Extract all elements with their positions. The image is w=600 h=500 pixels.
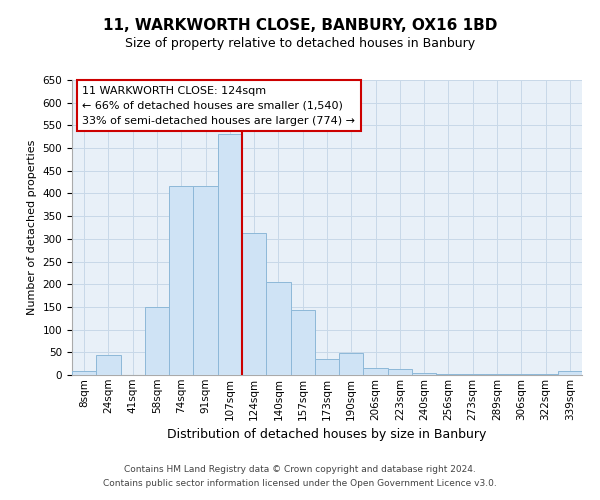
Bar: [145, 307, 169, 375]
Y-axis label: Number of detached properties: Number of detached properties: [27, 140, 37, 315]
Bar: [169, 186, 193, 375]
Bar: [509, 374, 533, 375]
Text: 11, WARKWORTH CLOSE, BANBURY, OX16 1BD: 11, WARKWORTH CLOSE, BANBURY, OX16 1BD: [103, 18, 497, 32]
Bar: [461, 374, 485, 375]
Bar: [436, 374, 461, 375]
Bar: [290, 310, 315, 375]
Text: 11 WARKWORTH CLOSE: 124sqm
← 66% of detached houses are smaller (1,540)
33% of s: 11 WARKWORTH CLOSE: 124sqm ← 66% of deta…: [82, 86, 355, 126]
Bar: [315, 359, 339, 375]
Bar: [242, 233, 266, 375]
Bar: [412, 372, 436, 375]
Bar: [266, 282, 290, 375]
Bar: [485, 374, 509, 375]
Bar: [388, 369, 412, 375]
Bar: [218, 134, 242, 375]
Bar: [96, 355, 121, 375]
Text: Contains HM Land Registry data © Crown copyright and database right 2024.
Contai: Contains HM Land Registry data © Crown c…: [103, 466, 497, 487]
Bar: [533, 374, 558, 375]
Bar: [72, 372, 96, 375]
Text: Size of property relative to detached houses in Banbury: Size of property relative to detached ho…: [125, 38, 475, 51]
X-axis label: Distribution of detached houses by size in Banbury: Distribution of detached houses by size …: [167, 428, 487, 441]
Bar: [193, 186, 218, 375]
Bar: [364, 368, 388, 375]
Bar: [339, 353, 364, 375]
Bar: [558, 372, 582, 375]
